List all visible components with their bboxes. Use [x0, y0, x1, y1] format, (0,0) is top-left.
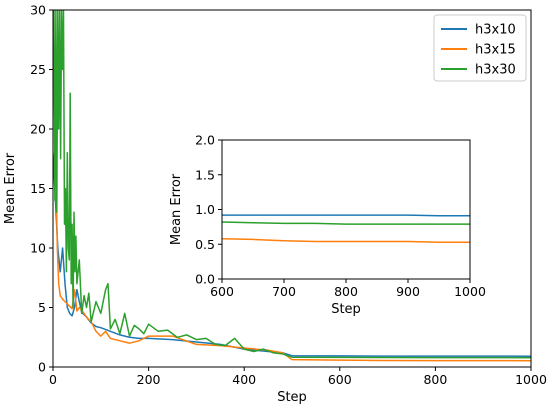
inset-x-axis-label: Step — [331, 302, 361, 317]
main-x-tick-label: 400 — [232, 372, 256, 387]
inset-x-tick-label: 700 — [272, 284, 296, 299]
inset-y-tick-label: 1.5 — [195, 167, 215, 182]
inset-y-tick-label: 1.0 — [195, 202, 215, 217]
main-y-tick-label: 25 — [30, 62, 46, 77]
legend-box — [433, 14, 527, 82]
inset-x-tick-label: 1000 — [454, 284, 486, 299]
legend: h3x10 h3x15 h3x30 — [433, 14, 527, 82]
main-x-tick-label: 0 — [49, 372, 57, 387]
main-x-tick-label: 600 — [328, 372, 352, 387]
inset-series-line-h3x10 — [222, 214, 470, 217]
inset-y-axis-label: Mean Error — [169, 173, 184, 245]
inset-series-line-h3x15 — [222, 237, 470, 243]
inset-chart: 600 700 800 900 1000 0.0 0.5 1.0 1.5 2.0 Step Mean … — [169, 133, 486, 318]
inset-y-tick-label: 0.5 — [195, 237, 215, 252]
main-y-axis-label: Mean Error — [3, 152, 18, 224]
main-y-tick-label: 0 — [38, 360, 46, 375]
inset-x-tick-label: 900 — [396, 284, 420, 299]
main-x-tick-label: 1000 — [515, 372, 547, 387]
main-x-tick-label: 800 — [423, 372, 447, 387]
inset-y-tick-label: 0.0 — [195, 272, 215, 287]
main-y-tick-label: 30 — [30, 3, 46, 18]
main-series-line-h3x15 — [53, 57, 531, 362]
main-y-tick-label: 5 — [38, 300, 46, 315]
main-y-tick-label: 20 — [30, 122, 46, 137]
inset-series-group — [222, 214, 470, 243]
main-y-tick-label: 15 — [30, 181, 46, 196]
main-x-axis-label: Step — [277, 390, 307, 405]
main-y-tick-label: 10 — [30, 241, 46, 256]
legend-label-h3x10: h3x10 — [475, 23, 516, 38]
main-x-tick-label: 200 — [137, 372, 161, 387]
legend-label-h3x15: h3x15 — [475, 43, 516, 58]
main-series-line-h3x30 — [53, 10, 531, 359]
inset-x-tick-label: 800 — [334, 284, 358, 299]
inset-series-line-h3x30 — [222, 221, 470, 225]
main-series-group — [53, 10, 531, 362]
main-series-line-h3x10 — [53, 152, 531, 357]
inset-y-tick-label: 2.0 — [195, 133, 215, 148]
inset-plot-area — [222, 140, 470, 279]
legend-label-h3x30: h3x30 — [475, 63, 516, 78]
inset-x-tick-label: 600 — [210, 284, 234, 299]
